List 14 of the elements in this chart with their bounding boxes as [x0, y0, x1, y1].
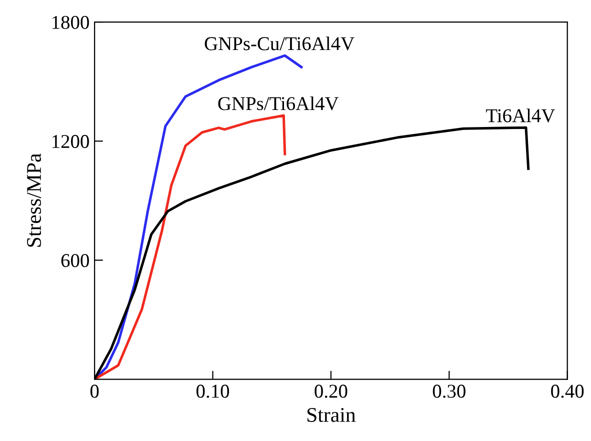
x-tick-label: 0.40: [551, 384, 584, 398]
line-series: [94, 114, 286, 380]
x-tick-label: 0: [90, 384, 99, 398]
series-label: GNPs/Ti6Al4V: [218, 96, 339, 110]
series-label: Ti6Al4V: [486, 108, 555, 122]
x-tick-label: 0.10: [196, 384, 230, 398]
series-label: GNPs-Cu/Ti6Al4V: [204, 36, 354, 50]
x-tick-label: 0.30: [432, 384, 466, 398]
y-tick-label: 600: [61, 254, 89, 268]
y-tick-label: 1200: [52, 134, 89, 148]
y-tick-label: 1800: [52, 16, 89, 29]
x-tick-label: 0.20: [314, 384, 348, 398]
y-axis-title: Stress/MPa: [27, 153, 42, 247]
x-axis-title: Strain: [307, 408, 356, 422]
